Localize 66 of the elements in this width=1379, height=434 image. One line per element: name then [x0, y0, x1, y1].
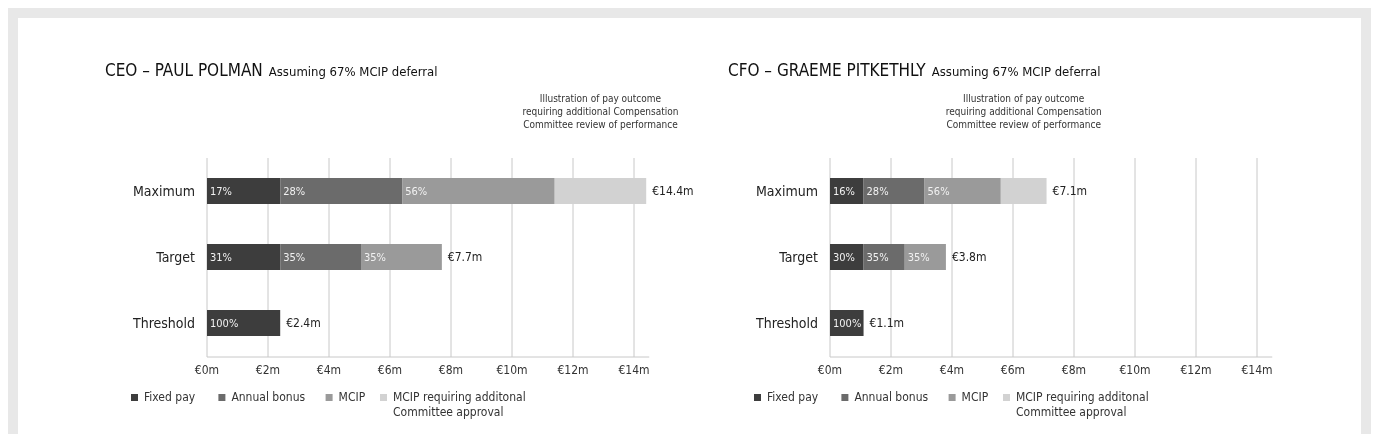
- annotation: 100%: [210, 316, 239, 330]
- annotation: 56%: [405, 184, 428, 198]
- text: Illustration of pay outcome requiring additional Compensation Committee review of performance: [945, 93, 1102, 130]
- x-tick-label: €14m: [618, 363, 650, 377]
- x-tick-label: €10m: [496, 363, 528, 377]
- legend-label: MCIP: [338, 390, 366, 404]
- bar: [280, 178, 403, 204]
- legend-label: Fixed pay: [144, 390, 196, 404]
- x-tick-label: €2m: [878, 363, 904, 377]
- annotation: 35%: [866, 250, 889, 264]
- total-label: €7.7m: [447, 250, 483, 265]
- annotation: 35%: [283, 250, 306, 264]
- x-tick-label: €0m: [194, 363, 220, 377]
- bar: [207, 310, 281, 336]
- annotation: 28%: [283, 184, 306, 198]
- bar: [924, 178, 1001, 204]
- bar: [280, 244, 362, 270]
- annotation: 16%: [833, 184, 855, 198]
- total-label: €14.4m: [652, 184, 694, 199]
- bar: [402, 178, 555, 204]
- chart-title: CFO – GRAEME PITKETHLY: [728, 60, 927, 80]
- annotation: 100%: [833, 316, 862, 330]
- x-tick-label: €4m: [939, 363, 965, 377]
- x-tick-label: €6m: [1000, 363, 1026, 377]
- legend-label: MCIP requiring additonal Committee approval: [1016, 390, 1149, 419]
- legend-label: Annual bonus: [231, 390, 306, 404]
- total-label: €2.4m: [286, 316, 321, 331]
- total-label: €7.1m: [1052, 184, 1088, 199]
- x-tick-label: €6m: [377, 363, 403, 377]
- x-tick-label: €2m: [255, 363, 281, 377]
- annotation: 35%: [907, 250, 930, 264]
- x-tick-label: €4m: [316, 363, 342, 377]
- annotation: 31%: [210, 250, 232, 264]
- y-tick-label: Maximum: [755, 182, 818, 199]
- y-tick-label: Threshold: [131, 314, 195, 331]
- annotation: 35%: [364, 250, 387, 264]
- y-tick-label: Threshold: [754, 314, 818, 331]
- annotation: 30%: [833, 250, 855, 264]
- total-label: €3.8m: [951, 250, 987, 265]
- bar: [361, 244, 442, 270]
- x-tick-label: €10m: [1119, 363, 1151, 377]
- legend-label: Fixed pay: [767, 390, 819, 404]
- legend-label: MCIP: [961, 390, 989, 404]
- x-tick-label: €14m: [1241, 363, 1273, 377]
- chart-title: CEO – PAUL POLMAN: [105, 60, 263, 80]
- total-label: €1.1m: [869, 316, 905, 331]
- x-tick-label: €0m: [817, 363, 843, 377]
- y-tick-label: Target: [778, 248, 819, 265]
- x-tick-label: €8m: [438, 363, 464, 377]
- legend-label: Annual bonus: [854, 390, 929, 404]
- chart-subtitle: Assuming 67% MCIP deferral: [931, 64, 1101, 79]
- annotation: 56%: [927, 184, 950, 198]
- y-tick-label: Target: [155, 248, 196, 265]
- text: Illustration of pay outcome requiring additional Compensation Committee review of performance: [522, 93, 679, 130]
- bar: [863, 178, 925, 204]
- x-tick-label: €8m: [1061, 363, 1087, 377]
- annotation: 28%: [866, 184, 889, 198]
- x-tick-label: €12m: [557, 363, 589, 377]
- bar: [830, 178, 864, 204]
- legend-label: MCIP requiring additonal Committee approval: [393, 390, 526, 419]
- bar: [207, 178, 281, 204]
- chart-subtitle: Assuming 67% MCIP deferral: [268, 64, 438, 79]
- bar: [207, 244, 281, 270]
- y-tick-label: Maximum: [132, 182, 195, 199]
- x-tick-label: €12m: [1180, 363, 1212, 377]
- annotation: 17%: [210, 184, 232, 198]
